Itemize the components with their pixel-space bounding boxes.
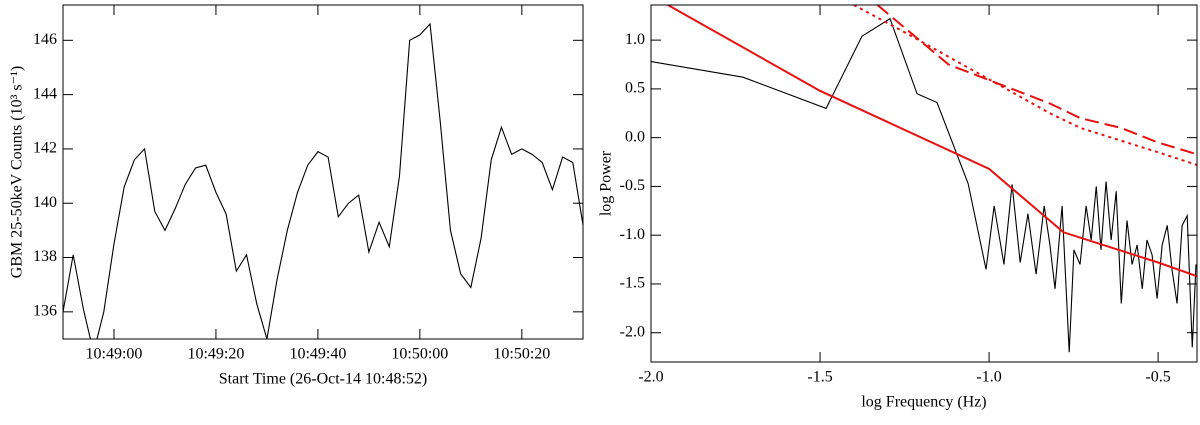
x-tick-label: 10:49:20 [187, 346, 244, 363]
y-axis-label: log Power [598, 150, 615, 216]
y-tick-label: -1.0 [620, 226, 645, 243]
x-tick-label: -0.5 [1145, 369, 1170, 386]
data-line [876, 5, 1197, 156]
y-tick-label: 0.0 [625, 128, 645, 145]
data-line [853, 5, 1197, 166]
y-tick-label: 138 [33, 248, 57, 265]
x-tick-label: -1.5 [807, 369, 832, 386]
x-tick-label: 10:49:40 [289, 346, 346, 363]
y-tick-label: 144 [33, 85, 57, 102]
y-tick-label: 140 [33, 194, 57, 211]
y-tick-label: 1.0 [625, 31, 645, 48]
y-tick-label: 0.5 [625, 80, 645, 97]
y-tick-label: -0.5 [620, 177, 645, 194]
y-tick-label: 136 [33, 303, 57, 320]
y-tick-label: -2.0 [620, 323, 645, 340]
plot-frame [62, 4, 584, 340]
data-line [63, 22, 583, 339]
x-axis-label: log Frequency (Hz) [861, 394, 986, 411]
x-axis-label: Start Time (26-Oct-14 10:48:52) [219, 371, 427, 388]
plot-frame [650, 4, 1198, 363]
data-line [667, 5, 1197, 278]
x-tick-label: 10:50:20 [493, 346, 550, 363]
y-tick-label: 142 [33, 140, 57, 157]
y-axis-label: GBM 25-50keV Counts (10³ s⁻¹) [9, 66, 26, 278]
data-line [651, 17, 1197, 353]
x-tick-label: 10:50:00 [391, 346, 448, 363]
x-tick-label: 10:49:00 [86, 346, 143, 363]
x-tick-label: -2.0 [638, 369, 663, 386]
x-tick-label: -1.0 [976, 369, 1001, 386]
y-tick-label: 146 [33, 31, 57, 48]
y-tick-label: -1.5 [620, 275, 645, 292]
